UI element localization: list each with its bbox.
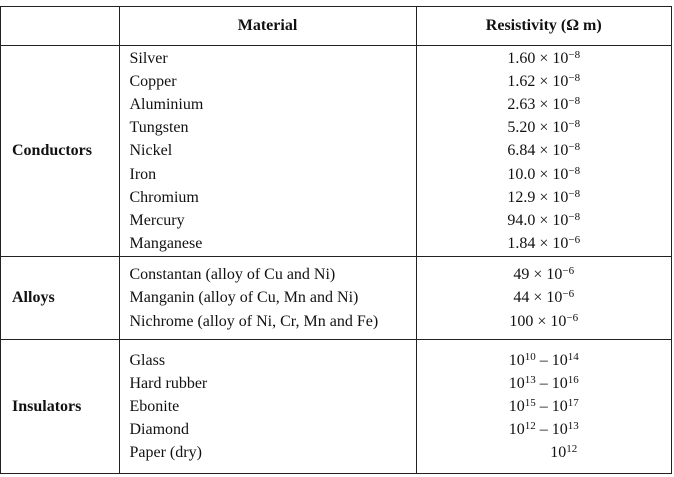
resistivity-mantissa: 94.0 × 10 xyxy=(507,211,569,229)
resistivity-exponent: −6 xyxy=(568,234,581,247)
material-name: Chromium xyxy=(129,188,199,206)
range-exp-low: 15 xyxy=(524,397,536,410)
resistivity-range: 1015 – 1017 xyxy=(417,395,672,418)
range-exp-high: 14 xyxy=(567,350,579,363)
resistivity-mantissa: 100 × 10 xyxy=(509,312,567,330)
material-list-alloys: Constantan (alloy of Cu and Ni) Manganin… xyxy=(118,255,417,341)
material-name: Copper xyxy=(129,72,177,90)
material-name: Silver xyxy=(129,49,168,67)
group-label-insulators: Insulators xyxy=(1,339,120,473)
range-base-high: 10 xyxy=(551,421,568,439)
material-name: Diamond xyxy=(129,421,190,439)
material-list-insulators: Glass Hard rubber Ebonite Diamond Paper … xyxy=(118,339,417,473)
group-label-conductors: Conductors xyxy=(1,45,120,257)
material-name: Glass xyxy=(129,351,166,369)
resistivity-list-alloys: 49 × 10−6 44 × 10−6 100 × 10−6 xyxy=(415,255,672,341)
resistivity-value: 1.84 × 10−6 xyxy=(417,232,672,255)
resistivity-value: 1012 xyxy=(417,441,672,464)
resistivity-mantissa: 2.63 × 10 xyxy=(507,95,569,113)
range-exp-high: 13 xyxy=(567,420,579,433)
resistivity-mantissa: 1.84 × 10 xyxy=(507,235,569,253)
resistivity-exponent: −8 xyxy=(568,164,581,177)
resistivity-range: 1012 – 1013 xyxy=(417,418,672,441)
resistivity-value: 44 × 10−6 xyxy=(417,286,672,309)
range-base-low: 10 xyxy=(508,374,525,392)
range-base-high: 10 xyxy=(551,351,568,369)
range-separator: – xyxy=(535,421,552,439)
resistivity-table: Material Resistivity (Ω m) Conductors Si… xyxy=(1,7,671,473)
range-base-low: 10 xyxy=(508,421,525,439)
resistivity-mantissa: 1.60 × 10 xyxy=(507,49,569,67)
range-exp-high: 17 xyxy=(567,397,579,410)
range-base-low: 10 xyxy=(508,398,525,416)
resistivity-value: 6.84 × 10−8 xyxy=(417,139,672,162)
resistivity-list-conductors: 1.60 × 10−8 1.62 × 10−8 2.63 × 10−8 5.20… xyxy=(415,45,672,257)
range-base-low: 10 xyxy=(550,444,567,462)
resistivity-exponent: −8 xyxy=(568,187,581,200)
resistivity-exponent: −8 xyxy=(568,71,581,84)
resistivity-exponent: −8 xyxy=(568,141,581,154)
material-list-conductors: Silver Copper Aluminium Tungsten Nickel … xyxy=(118,45,417,257)
material-name: Ebonite xyxy=(129,398,180,416)
resistivity-value: 1.62 × 10−8 xyxy=(417,70,672,93)
group-row-alloys: Alloys Constantan (alloy of Cu and Ni) M… xyxy=(1,255,672,341)
material-name: Mercury xyxy=(129,211,185,229)
resistivity-table-frame: Material Resistivity (Ω m) Conductors Si… xyxy=(0,6,672,474)
resistivity-exponent: −8 xyxy=(568,48,581,61)
material-name: Hard rubber xyxy=(129,374,208,392)
resistivity-exponent: −6 xyxy=(562,288,575,301)
range-base-high: 10 xyxy=(551,398,568,416)
resistivity-value: 2.63 × 10−8 xyxy=(417,93,672,116)
material-name: Nichrome (alloy of Ni, Cr, Mn and Fe) xyxy=(129,312,379,330)
table-header-row: Material Resistivity (Ω m) xyxy=(1,7,671,46)
header-group-cell xyxy=(1,7,120,46)
resistivity-mantissa: 1.62 × 10 xyxy=(507,72,569,90)
resistivity-value: 49 × 10−6 xyxy=(417,263,672,286)
resistivity-exponent: −8 xyxy=(568,94,581,107)
resistivity-value: 100 × 10−6 xyxy=(417,310,672,333)
resistivity-mantissa: 12.9 × 10 xyxy=(507,188,569,206)
range-exp-low: 13 xyxy=(524,373,536,386)
resistivity-list-insulators: 1010 – 1014 1013 – 1016 1015 – 1017 1012… xyxy=(415,339,672,473)
range-exp-low: 12 xyxy=(524,420,536,433)
material-name: Manganin (alloy of Cu, Mn and Ni) xyxy=(129,289,359,307)
resistivity-value: 10.0 × 10−8 xyxy=(417,163,672,186)
resistivity-range: 1013 – 1016 xyxy=(417,372,672,395)
resistivity-value: 12.9 × 10−8 xyxy=(417,186,672,209)
resistivity-mantissa: 10.0 × 10 xyxy=(507,165,569,183)
resistivity-value: 94.0 × 10−8 xyxy=(417,209,672,232)
material-name: Constantan (alloy of Cu and Ni) xyxy=(129,266,336,284)
range-separator: – xyxy=(535,374,552,392)
resistivity-value: 1.60 × 10−8 xyxy=(417,47,672,70)
header-resistivity: Resistivity (Ω m) xyxy=(415,7,671,46)
resistivity-mantissa: 44 × 10 xyxy=(513,289,563,307)
header-material: Material xyxy=(118,7,417,46)
range-base-low: 10 xyxy=(508,351,525,369)
material-name: Tungsten xyxy=(129,119,189,137)
group-row-insulators: Insulators Glass Hard rubber Ebonite Dia… xyxy=(1,339,672,473)
range-exp-low: 12 xyxy=(566,443,578,456)
resistivity-value: 5.20 × 10−8 xyxy=(417,116,672,139)
resistivity-mantissa: 5.20 × 10 xyxy=(507,119,569,137)
resistivity-exponent: −8 xyxy=(568,210,581,223)
resistivity-range: 1010 – 1014 xyxy=(417,349,672,372)
resistivity-mantissa: 49 × 10 xyxy=(513,266,563,284)
resistivity-exponent: −6 xyxy=(566,311,579,324)
material-name: Aluminium xyxy=(129,95,204,113)
range-exp-high: 16 xyxy=(567,373,579,386)
group-row-conductors: Conductors Silver Copper Aluminium Tungs… xyxy=(1,45,672,257)
material-name: Paper (dry) xyxy=(129,444,202,462)
range-exp-low: 10 xyxy=(524,350,536,363)
material-name: Iron xyxy=(129,165,157,183)
material-name: Manganese xyxy=(129,235,203,253)
range-separator: – xyxy=(535,351,552,369)
range-base-high: 10 xyxy=(551,374,568,392)
resistivity-exponent: −8 xyxy=(568,118,581,131)
range-separator: – xyxy=(535,398,552,416)
resistivity-mantissa: 6.84 × 10 xyxy=(507,142,569,160)
resistivity-exponent: −6 xyxy=(562,265,575,278)
material-name: Nickel xyxy=(129,142,173,160)
group-label-alloys: Alloys xyxy=(1,255,120,341)
